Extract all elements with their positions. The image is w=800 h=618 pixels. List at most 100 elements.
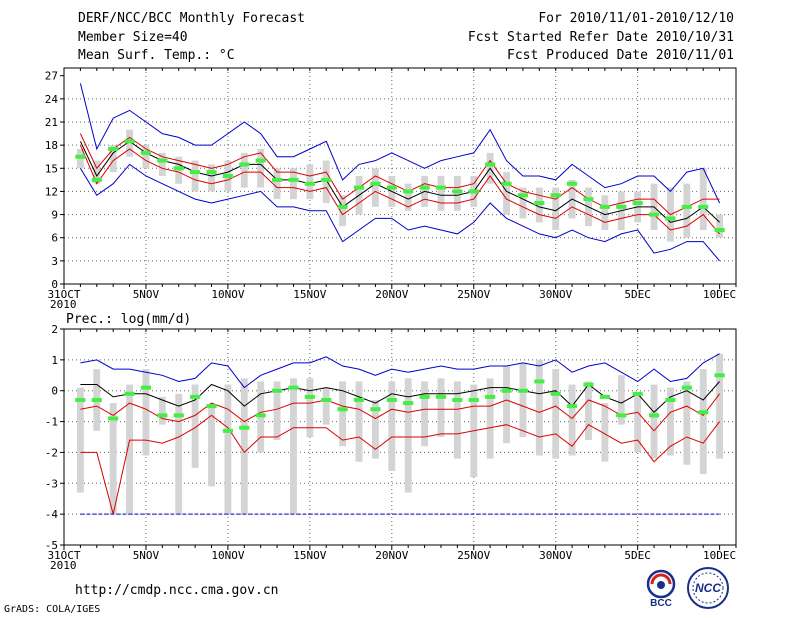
temp-spread-bar xyxy=(142,145,150,169)
temp-observed-marker xyxy=(173,166,184,171)
svg-text:NCC: NCC xyxy=(695,581,721,595)
precip-observed-marker xyxy=(599,394,610,399)
precip-spread-bar xyxy=(666,387,674,456)
forecast-period: For 2010/11/01-2010/12/10 xyxy=(538,11,734,26)
precip-ytick-label-3: -2 xyxy=(45,446,58,459)
precip-observed-marker xyxy=(485,394,496,399)
temp-ytick-label-1: 3 xyxy=(51,255,58,268)
precip-observed-marker xyxy=(714,373,725,378)
temp-xtick-label-2: 10NOV xyxy=(211,288,244,301)
forecast-produced-date: Fcst Produced Date 2010/11/01 xyxy=(507,48,734,63)
precip-spread-bar xyxy=(585,381,592,441)
precip-spread-bar xyxy=(552,369,560,459)
temp-observed-marker xyxy=(157,158,168,163)
temp-ytick-label-8: 24 xyxy=(45,93,59,106)
temp-spread-bar xyxy=(404,183,412,211)
temp-spread-bar xyxy=(158,152,166,176)
temp-observed-marker xyxy=(353,185,365,190)
temp-series-lower xyxy=(79,144,720,235)
member-size: Member Size=40 xyxy=(78,30,188,45)
temp-observed-marker xyxy=(599,204,610,209)
precip-spread-bar xyxy=(535,359,543,456)
temp-xtick-label-6: 30NOV xyxy=(539,288,572,301)
precip-observed-marker xyxy=(157,413,168,418)
precip-spread-bar xyxy=(503,366,510,444)
precip-spread-bar xyxy=(404,378,412,493)
temp-spread-bar xyxy=(601,195,609,230)
precip-observed-marker xyxy=(288,385,299,390)
precip-spread-bar xyxy=(191,384,199,468)
temp-xtick-label-0-year: 2010 xyxy=(50,298,77,311)
source-url[interactable]: http://cmdp.ncc.cma.gov.cn xyxy=(75,583,279,598)
temp-xtick-label-3: 15NOV xyxy=(293,288,326,301)
temp-observed-marker xyxy=(370,181,381,186)
temp-observed-marker xyxy=(517,193,529,198)
temp-series-mean xyxy=(79,140,720,223)
precip-spread-bar xyxy=(290,378,297,515)
temp-spread-bar xyxy=(191,160,199,192)
temp-observed-marker xyxy=(681,204,692,209)
precip-series-max xyxy=(80,353,720,389)
temp-observed-marker xyxy=(271,177,283,182)
precip-observed-marker xyxy=(583,382,594,387)
precip-observed-marker xyxy=(403,401,414,406)
precip-observed-marker xyxy=(75,397,86,402)
precip-spread-bar xyxy=(175,393,183,515)
precip-spread-bar xyxy=(371,399,379,459)
temp-observed-marker xyxy=(75,154,86,159)
temp-observed-marker xyxy=(419,185,430,190)
temp-spread-bar xyxy=(683,183,691,238)
precip-spread-bar xyxy=(568,384,576,456)
temp-observed-marker xyxy=(206,170,217,175)
precip-observed-marker xyxy=(648,413,660,418)
precip-observed-marker xyxy=(124,391,135,396)
temp-spread-bar xyxy=(93,160,101,184)
precip-observed-marker xyxy=(501,388,512,393)
temp-spread-bar xyxy=(716,214,724,238)
precip-spread-bar xyxy=(453,381,461,459)
precip-spread-bar xyxy=(486,378,494,459)
precip-spread-bar xyxy=(650,384,658,459)
precip-observed-marker xyxy=(698,410,709,415)
precip-spread-bar xyxy=(421,381,429,447)
precip-spread-bar xyxy=(208,406,215,487)
temp-xtick-label-5: 25NOV xyxy=(457,288,490,301)
precip-spread-bar xyxy=(109,403,117,515)
precip-observed-marker xyxy=(632,391,643,396)
precip-ytick-label-2: -3 xyxy=(45,477,58,490)
temp-observed-marker xyxy=(403,189,414,194)
temp-spread-bar xyxy=(371,168,379,207)
precip-plot-frame xyxy=(63,328,737,546)
precip-observed-marker xyxy=(353,397,365,402)
temp-observed-marker xyxy=(222,174,233,178)
temp-observed-marker xyxy=(468,189,479,194)
precip-series-lower xyxy=(80,414,720,515)
temp-observed-marker xyxy=(91,177,102,182)
precip-xtick-label-2: 10NOV xyxy=(211,549,244,562)
temp-ytick-label-6: 18 xyxy=(45,139,58,152)
temp-ytick-label-4: 12 xyxy=(45,185,58,198)
precip-ytick-label-4: -1 xyxy=(45,416,58,429)
precip-spread-bar xyxy=(322,387,330,425)
temp-observed-marker xyxy=(648,212,660,217)
precip-observed-marker xyxy=(255,413,266,418)
precip-xtick-label-3: 15NOV xyxy=(293,549,326,562)
temp-observed-marker xyxy=(255,158,266,163)
precip-ytick-label-1: -4 xyxy=(45,508,59,521)
temp-observed-marker xyxy=(583,197,594,202)
precip-spread-bar xyxy=(339,381,347,447)
temp-observed-marker xyxy=(714,228,725,232)
temp-spread-bar xyxy=(437,176,445,211)
temp-series-upper xyxy=(79,133,720,216)
temp-spread-bar xyxy=(503,172,510,215)
precip-observed-marker xyxy=(206,404,217,409)
precip-observed-marker xyxy=(271,388,283,393)
temp-observed-marker xyxy=(534,201,545,205)
precip-spread-bar xyxy=(126,384,134,515)
temp-spread-bar xyxy=(257,149,265,188)
temp-observed-marker xyxy=(190,170,201,175)
temp-observed-marker xyxy=(386,185,397,190)
temp-spread-bar xyxy=(339,195,347,227)
precip-observed-marker xyxy=(386,397,397,402)
precip-observed-marker xyxy=(452,397,463,402)
